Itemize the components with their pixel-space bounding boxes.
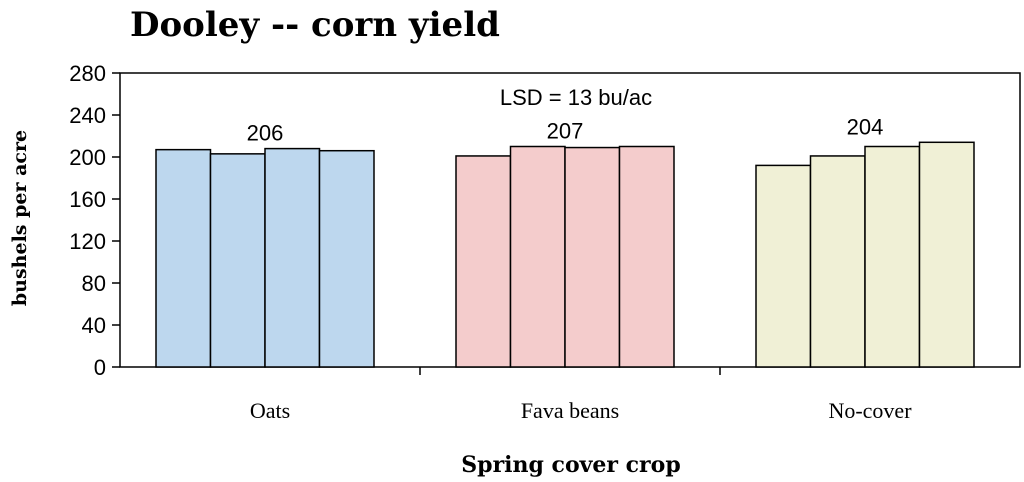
category-label: Fava beans — [521, 398, 619, 423]
bar — [918, 141, 975, 368]
y-tick-label: 120 — [69, 229, 106, 254]
bar — [509, 145, 566, 368]
bar — [455, 155, 512, 368]
data-label: 207 — [547, 119, 584, 144]
y-tick-label: 80 — [82, 271, 106, 296]
bar — [318, 149, 375, 368]
plot-area: 0 40 80 120 160 200 240 280 206 Oats 207 Fava beans… — [69, 61, 1021, 423]
bar — [809, 155, 866, 368]
y-tick-label: 280 — [69, 61, 106, 86]
bar — [155, 148, 212, 368]
bar — [209, 153, 266, 368]
x-axis-label: Spring cover crop — [461, 452, 680, 478]
y-tick-label: 0 — [94, 355, 106, 380]
data-label: 206 — [247, 121, 284, 146]
y-tick-label: 200 — [69, 145, 106, 170]
lsd-annotation: LSD = 13 bu/ac — [500, 85, 652, 110]
bar — [618, 145, 675, 368]
bar — [264, 147, 321, 368]
y-tick-label: 240 — [69, 103, 106, 128]
y-axis-label: bushels per acre — [9, 130, 31, 306]
y-tick-label: 40 — [82, 313, 106, 338]
bar — [564, 146, 621, 368]
bar — [864, 145, 921, 368]
bar — [755, 164, 812, 368]
category-label: No-cover — [828, 398, 912, 423]
chart-title: Dooley -- corn yield — [130, 5, 500, 45]
category-label: Oats — [250, 398, 290, 423]
y-tick-label: 160 — [69, 187, 106, 212]
data-label: 204 — [847, 114, 884, 139]
